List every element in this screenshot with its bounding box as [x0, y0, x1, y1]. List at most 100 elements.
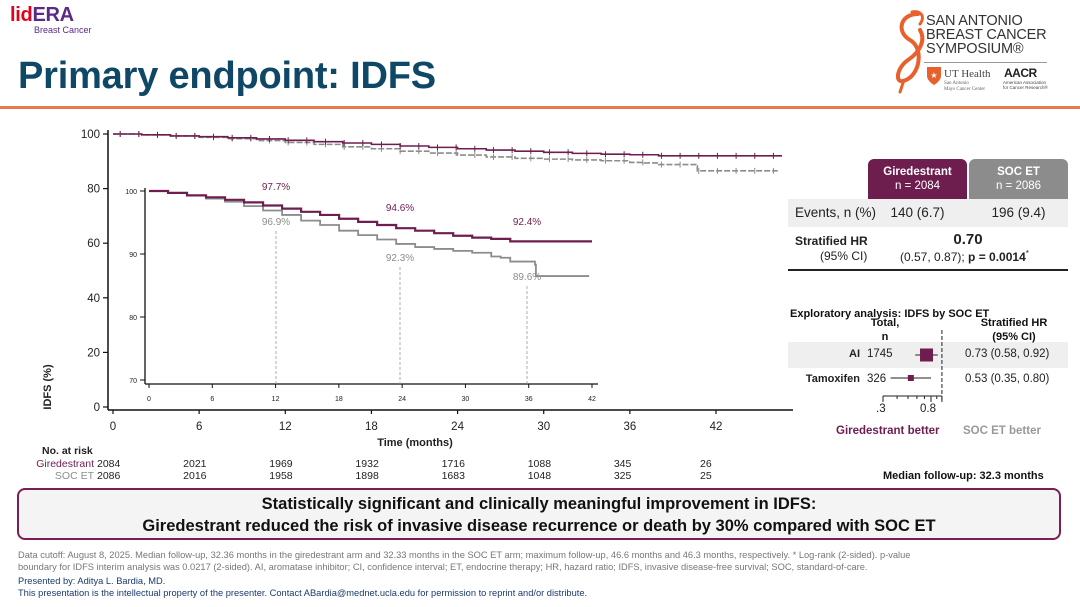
main-y-tick-label: 100 — [81, 129, 100, 141]
landmark-label-soc-36: 89.6% — [513, 272, 541, 283]
at-risk-value: 325 — [613, 470, 632, 482]
main-x-tick-label: 42 — [710, 421, 723, 433]
ut-health-logo: UT Health — [944, 68, 991, 80]
main-y-tick-label: 40 — [87, 293, 100, 305]
at-risk-value: 1048 — [527, 470, 552, 482]
header-divider — [0, 106, 1080, 109]
arm-name: SOC ET — [997, 166, 1040, 178]
forest-col-total: Total, n — [860, 316, 910, 344]
events-giredestrant: 140 (6.7) — [890, 205, 945, 220]
ut-health-sub: San Antonio Mays Cancer Center — [944, 81, 985, 93]
main-x-tick-label: 0 — [110, 421, 116, 433]
at-risk-value: 1932 — [355, 458, 379, 470]
forest-tick-label-1: 0.8 — [920, 403, 936, 415]
inset-x-tick-label: 24 — [398, 396, 406, 403]
favors-giredestrant-label: Giredestrant better — [836, 425, 940, 437]
ut-health-sub-1: San Antonio — [944, 81, 969, 86]
at-risk-value: 26 — [700, 458, 712, 470]
events-row — [788, 199, 1068, 227]
at-risk-value: 1969 — [269, 458, 293, 470]
favors-soc-label: SOC ET better — [963, 425, 1041, 437]
inset-y-tick-label: 90 — [129, 252, 137, 259]
col-hr-line1: Stratified HR — [980, 317, 1048, 329]
aacr-sub-1: American Association — [1003, 80, 1047, 85]
hr-value: 0.70 — [953, 231, 983, 248]
events-label: Events, n (%) — [795, 205, 877, 220]
main-x-tick-label: 18 — [365, 421, 378, 433]
inset-x-tick-label: 12 — [272, 396, 280, 403]
sabcs-divider — [924, 62, 1047, 63]
main-curve-soc — [113, 133, 778, 172]
median-followup: Median follow-up: 32.3 months — [883, 470, 1044, 482]
forest-row-n-ai: 1745 — [867, 348, 893, 360]
inset-axes: 70 80 90 100 0 6 12 18 24 30 36 42 — [125, 183, 601, 403]
col-total-line2: n — [881, 331, 889, 343]
col-hr-line2: (95% CI) — [992, 331, 1036, 343]
aacr-sub: American Association for Cancer Research… — [1003, 80, 1048, 90]
forest-row-label-tamoxifen: Tamoxifen — [805, 373, 860, 385]
main-x-tick-label: 12 — [279, 421, 292, 433]
main-y-tick-label: 60 — [87, 238, 100, 250]
at-risk-label: No. at risk — [42, 445, 93, 457]
inset-x-tick-label: 6 — [210, 396, 214, 403]
events-soc: 196 (9.4) — [991, 205, 1046, 220]
callout-line2: Giredestrant reduced the risk of invasiv… — [142, 517, 936, 535]
arm-n: n = 2084 — [894, 180, 941, 192]
forest-row-hr-tamoxifen: 0.53 (0.35, 0.80) — [965, 373, 1050, 385]
callout-line1: Statistically significant and clinically… — [261, 495, 817, 513]
inset-x-tick-label: 42 — [588, 396, 596, 403]
arm-header-soc: SOC ET n = 2086 — [969, 159, 1068, 199]
forest-row-n-tamoxifen: 326 — [867, 373, 887, 385]
aacr-logo: AACR — [1004, 66, 1037, 80]
landmark-label-soc-12: 96.9% — [262, 217, 290, 228]
main-y-tick-label: 80 — [87, 184, 100, 196]
at-risk-value: 1898 — [355, 470, 379, 482]
inset-x-tick-label: 0 — [147, 396, 151, 403]
at-risk-value: 1088 — [527, 458, 552, 470]
inset-x-tick-label: 18 — [335, 396, 343, 403]
p-value: p = 0.0014 — [968, 250, 1026, 264]
forest-plot — [882, 330, 943, 402]
logo-subtitle: Breast Cancer — [34, 25, 92, 35]
inset-x-tick-label: 30 — [462, 396, 470, 403]
page-title: Primary endpoint: IDFS — [18, 55, 436, 97]
main-curve-giredestrant — [113, 133, 783, 157]
main-x-tick-label: 24 — [451, 421, 464, 433]
footnote-line2: boundary for IDFS interim analysis was 0… — [18, 562, 868, 572]
main-y-tick-label: 20 — [87, 347, 100, 359]
at-risk-arm-giredestrant: Giredestrant — [36, 458, 94, 470]
landmark-label-giredestrant-24: 94.6% — [386, 203, 414, 214]
at-risk-value: 25 — [700, 470, 712, 482]
sabcs-ribbon-icon — [896, 10, 925, 94]
hr-ci-label: (95% CI) — [820, 249, 868, 263]
hr-ci-p: (0.57, 0.87); p = 0.0014* — [900, 249, 1029, 264]
arm-n: n = 2086 — [995, 180, 1042, 192]
at-risk-value: 2084 — [97, 458, 121, 470]
ip-notice: This presentation is the intellectual pr… — [18, 588, 588, 598]
km-chart: 0 20 40 60 80 100 0 6 12 18 24 30 36 42 70 80 90 100 0 6 12… — [42, 129, 793, 449]
arm-header-giredestrant: Giredestrant n = 2084 — [868, 159, 967, 199]
forest-row-label-ai: AI — [849, 348, 860, 360]
at-risk-value: 1958 — [269, 470, 293, 482]
sabcs-line-2: BREAST CANCER — [926, 27, 1047, 43]
inset-x-tick-label: 36 — [525, 396, 533, 403]
main-curves — [113, 131, 783, 174]
forest-title: Exploratory analysis: IDFS by SOC ET — [790, 308, 990, 320]
forest-col-hr: Stratified HR (95% CI) — [964, 316, 1064, 344]
ut-shield-icon: ★ — [927, 67, 941, 85]
sabcs-line-3: SYMPOSIUM® — [926, 41, 1024, 57]
hr-label: Stratified HR — [795, 234, 868, 248]
inset-curve-giredestrant — [149, 189, 592, 243]
main-axes: 0 20 40 60 80 100 0 6 12 18 24 30 36 42 — [81, 129, 793, 433]
sabcs-logo-text: SAN ANTONIO BREAST CANCER SYMPOSIUM® — [926, 13, 1047, 57]
landmark-label-giredestrant-36: 92.4% — [513, 217, 541, 228]
col-total-line1: Total, — [870, 317, 900, 329]
at-risk-value: 2021 — [183, 458, 207, 470]
lidera-logo: lidERA — [10, 4, 74, 27]
ut-health-sub-2: Mays Cancer Center — [944, 87, 986, 92]
footnote-line1: Data cutoff: August 8, 2025. Median foll… — [18, 550, 911, 560]
sabcs-line-1: SAN ANTONIO — [926, 13, 1023, 29]
logo-era: ERA — [32, 4, 74, 26]
main-x-tick-label: 30 — [537, 421, 550, 433]
y-axis-label: IDFS (%) — [42, 364, 54, 410]
